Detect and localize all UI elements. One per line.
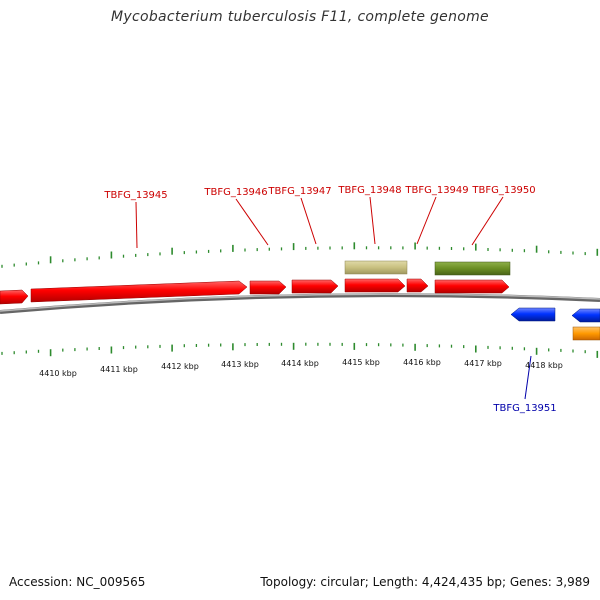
gene-label-tbfg-13946[interactable]: TBFG_13946	[203, 187, 267, 198]
gene-label-tbfg-13948[interactable]: TBFG_13948	[337, 185, 401, 196]
leader-line-tbfg-13947	[300, 197, 317, 245]
accession-text: Accession: NC_009565	[9, 575, 146, 589]
gene-arrow-tbfg-13948[interactable]	[344, 278, 406, 293]
scale-label-4415: 4415 kbp	[342, 358, 380, 367]
genome-summary-text: Topology: circular; Length: 4,424,435 bp…	[260, 575, 590, 589]
feature-orange[interactable]	[572, 326, 600, 341]
gene-arrow-partial-right[interactable]	[571, 308, 600, 323]
leader-line-tbfg-13949	[416, 196, 437, 245]
gene-arrow-tbfg-13945[interactable]	[30, 280, 248, 303]
leader-line-tbfg-13951	[524, 355, 532, 400]
gene-label-tbfg-13951[interactable]: TBFG_13951	[492, 403, 556, 414]
feature-khaki[interactable]	[344, 260, 408, 275]
leader-line-tbfg-13945	[135, 201, 138, 249]
scale-label-4417: 4417 kbp	[464, 359, 502, 368]
gene-label-tbfg-13945[interactable]: TBFG_13945	[103, 190, 167, 201]
gene-label-tbfg-13947[interactable]: TBFG_13947	[267, 186, 331, 197]
upper-tick-ring	[1, 242, 599, 268]
feature-olive[interactable]	[434, 261, 511, 276]
leader-line-tbfg-13946	[235, 198, 269, 246]
gene-label-tbfg-13950[interactable]: TBFG_13950	[471, 185, 535, 196]
gene-arrow-tbfg-13951[interactable]	[510, 307, 556, 322]
scale-label-4413: 4413 kbp	[221, 360, 259, 369]
genome-backbone	[0, 293, 600, 314]
gene-arrow-partial-left[interactable]	[0, 289, 29, 305]
gene-arrow-tbfg-13950[interactable]	[434, 279, 510, 294]
scale-label-4418: 4418 kbp	[525, 361, 563, 370]
leader-line-tbfg-13948	[369, 196, 376, 245]
scale-label-4412: 4412 kbp	[161, 362, 199, 371]
scale-label-4416: 4416 kbp	[403, 358, 441, 367]
gene-label-tbfg-13949[interactable]: TBFG_13949	[404, 185, 468, 196]
gene-arrow-tbfg-13947[interactable]	[291, 279, 339, 294]
scale-label-4410: 4410 kbp	[39, 369, 77, 378]
gene-arrow-tbfg-13949[interactable]	[406, 278, 429, 293]
gene-arrow-tbfg-13946[interactable]	[249, 280, 287, 295]
genome-backbone-highlight	[0, 293, 600, 312]
scale-label-4414: 4414 kbp	[281, 359, 319, 368]
leader-line-tbfg-13950	[471, 196, 504, 246]
scale-label-4411: 4411 kbp	[100, 365, 138, 374]
genome-title: Mycobacterium tuberculosis F11, complete…	[111, 9, 489, 25]
lower-tick-ring	[1, 342, 599, 358]
